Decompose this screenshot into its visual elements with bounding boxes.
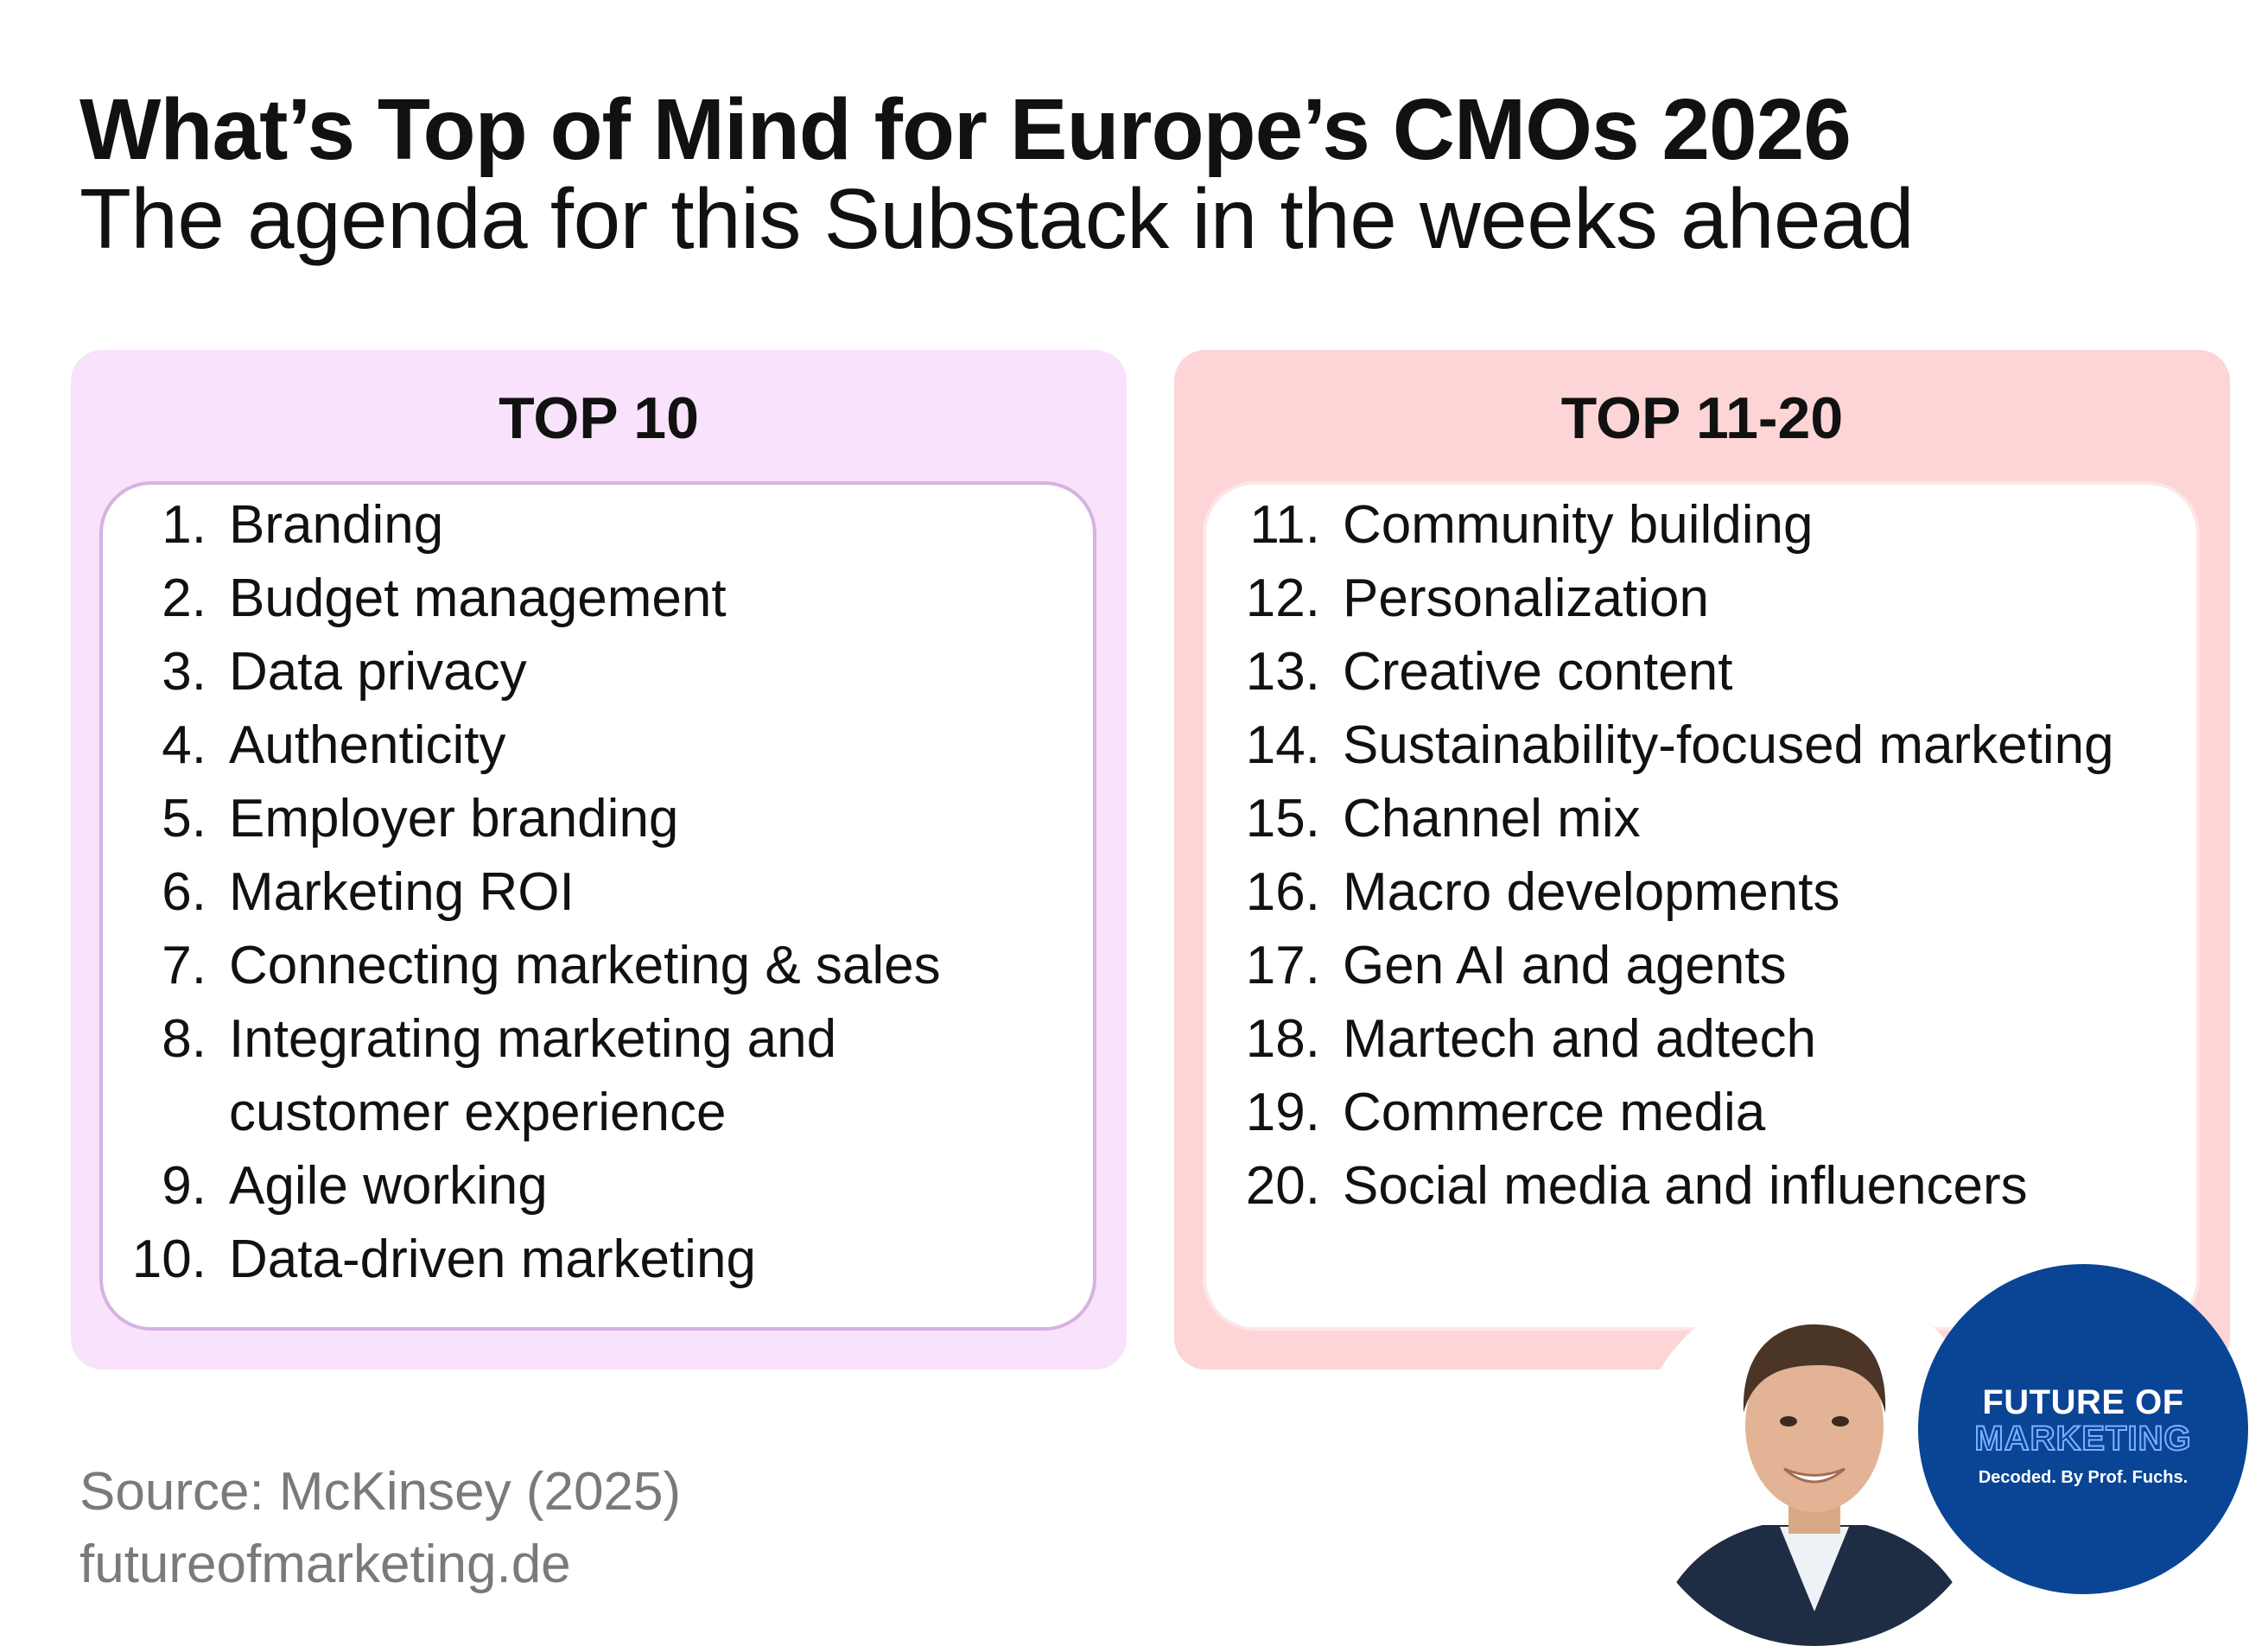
list-item: 13. Creative content bbox=[1199, 635, 2196, 709]
list-item: 19. Commerce media bbox=[1199, 1076, 2196, 1149]
top20-panel: TOP 11-20 11. Community building 12. Perso… bbox=[1174, 350, 2230, 1370]
item-text: Gen AI and agents bbox=[1343, 936, 1787, 995]
list-item: 16. Macro developments bbox=[1199, 855, 2196, 929]
future-of-marketing-badge: FUTURE OF MARKETING Decoded. By Prof. Fu… bbox=[1918, 1264, 2248, 1594]
footer-source: Source: McKinsey (2025) futureofmarketin… bbox=[79, 1456, 681, 1601]
item-number: 5. bbox=[162, 789, 206, 848]
item-text: Employer branding bbox=[229, 789, 679, 848]
top10-list-box: 1. Branding 2. Budget management 3. Data pr… bbox=[99, 481, 1096, 1331]
item-text: Branding bbox=[229, 495, 444, 555]
list-item: 11. Community building bbox=[1199, 488, 2196, 562]
item-text: Martech and adtech bbox=[1343, 1009, 1817, 1069]
item-number: 3. bbox=[162, 642, 206, 702]
list-item: 10. Data-driven marketing bbox=[103, 1223, 1093, 1296]
item-number: 10. bbox=[131, 1230, 206, 1289]
item-number: 8. bbox=[162, 1009, 206, 1069]
list-item: 17. Gen AI and agents bbox=[1199, 929, 2196, 1002]
item-number: 16. bbox=[1245, 862, 1320, 922]
top10-heading: TOP 10 bbox=[499, 385, 699, 451]
item-text: Data privacy bbox=[229, 642, 527, 702]
item-number: 9. bbox=[162, 1156, 206, 1216]
source-citation: Source: McKinsey (2025) bbox=[79, 1462, 682, 1522]
list-item: 6. Marketing ROI bbox=[103, 855, 1093, 929]
item-number: 13. bbox=[1245, 642, 1320, 702]
item-number: 1. bbox=[162, 495, 206, 555]
item-number: 11. bbox=[1249, 495, 1320, 555]
item-text: Creative content bbox=[1343, 642, 1733, 702]
item-number: 20. bbox=[1245, 1156, 1320, 1216]
top10-panel: TOP 10 1. Branding 2. Budget management 3.… bbox=[71, 350, 1127, 1370]
list-item: 9. Agile working bbox=[103, 1149, 1093, 1223]
item-number: 14. bbox=[1245, 715, 1320, 775]
item-text: Macro developments bbox=[1343, 862, 1840, 922]
item-text: Social media and influencers bbox=[1343, 1156, 2028, 1216]
list-item: 2. Budget management bbox=[103, 562, 1093, 635]
item-text: Agile working bbox=[229, 1156, 548, 1216]
website-link[interactable]: futureofmarketing.de bbox=[79, 1535, 571, 1594]
item-number: 6. bbox=[162, 862, 206, 922]
list-item: 14. Sustainability-focused marketing bbox=[1199, 709, 2196, 782]
list-item: 7. Connecting marketing & sales bbox=[103, 929, 1093, 1002]
item-number: 19. bbox=[1245, 1083, 1320, 1142]
item-text: Commerce media bbox=[1343, 1083, 1766, 1142]
item-number: 18. bbox=[1245, 1009, 1320, 1069]
list-item: 18. Martech and adtech bbox=[1199, 1002, 2196, 1076]
item-text: Integrating marketing and customer exper… bbox=[229, 1009, 837, 1142]
list-item: 1. Branding bbox=[103, 488, 1093, 562]
list-item: 4. Authenticity bbox=[103, 709, 1093, 782]
item-text: Channel mix bbox=[1343, 789, 1641, 848]
list-item: 8. Integrating marketing and customer exp… bbox=[103, 1002, 1093, 1149]
item-text: Connecting marketing & sales bbox=[229, 936, 941, 995]
page-title: What’s Top of Mind for Europe’s CMOs 202… bbox=[79, 81, 1852, 178]
item-number: 7. bbox=[162, 936, 206, 995]
item-number: 12. bbox=[1245, 569, 1320, 628]
list-item: 20. Social media and influencers bbox=[1199, 1149, 2196, 1223]
item-text: Data-driven marketing bbox=[229, 1230, 756, 1289]
item-text: Authenticity bbox=[229, 715, 506, 775]
item-number: 17. bbox=[1245, 936, 1320, 995]
badge-tagline: Decoded. By Prof. Fuchs. bbox=[1978, 1468, 2189, 1487]
badge-line-2: MARKETING bbox=[1973, 1419, 2192, 1459]
list-item: 15. Channel mix bbox=[1199, 782, 2196, 855]
top20-list-box: 11. Community building 12. Personalization… bbox=[1203, 481, 2200, 1331]
item-number: 15. bbox=[1245, 789, 1320, 848]
item-text: Personalization bbox=[1343, 569, 1709, 628]
item-text: Community building bbox=[1343, 495, 1814, 555]
item-text: Marketing ROI bbox=[229, 862, 575, 922]
item-number: 2. bbox=[162, 569, 206, 628]
item-number: 4. bbox=[162, 715, 206, 775]
item-text: Budget management bbox=[229, 569, 727, 628]
list-item: 3. Data privacy bbox=[103, 635, 1093, 709]
top10-list: 1. Branding 2. Budget management 3. Data pr… bbox=[103, 488, 1093, 1296]
top20-heading: TOP 11-20 bbox=[1560, 385, 1844, 451]
item-text: Sustainability-focused marketing bbox=[1343, 715, 2114, 775]
list-item: 12. Personalization bbox=[1199, 562, 2196, 635]
list-item: 5. Employer branding bbox=[103, 782, 1093, 855]
top20-list: 11. Community building 12. Personalization… bbox=[1199, 488, 2196, 1223]
badge-line-1: FUTURE OF bbox=[1982, 1383, 2184, 1421]
page-subtitle: The agenda for this Substack in the week… bbox=[79, 171, 1914, 266]
